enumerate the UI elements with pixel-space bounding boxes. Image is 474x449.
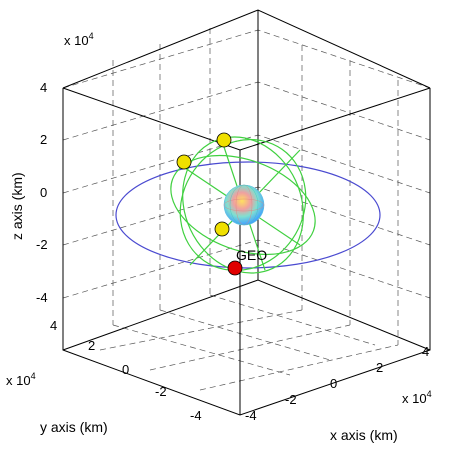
x-tick: 0 — [330, 376, 337, 391]
x-tick: -4 — [245, 408, 257, 423]
y-tick-labels: 4 2 0 -2 -4 — [50, 318, 202, 423]
earth-sphere — [223, 184, 265, 226]
z-tick: 0 — [40, 185, 47, 200]
z-axis-label: z axis (km) — [9, 172, 25, 240]
geo-orbit-ellipse — [115, 161, 381, 269]
meo-satellite-2 — [176, 154, 192, 170]
y-axis-label: y axis (km) — [40, 419, 108, 435]
z-tick-labels: 4 2 0 -2 -4 — [36, 80, 48, 305]
y-tick: -4 — [190, 408, 202, 423]
y-tick: 4 — [50, 318, 57, 333]
z-exponent: x 104 — [64, 31, 94, 48]
y-exponent: x 104 — [6, 371, 36, 388]
meo-satellite-3 — [214, 221, 230, 237]
y-tick: 0 — [122, 362, 129, 377]
x-tick: 4 — [422, 344, 429, 359]
geo-label: GEO — [236, 247, 267, 263]
meo-satellite-1 — [216, 132, 232, 148]
z-tick: -2 — [36, 237, 48, 252]
z-tick: 2 — [40, 132, 47, 147]
z-tick: -4 — [36, 290, 48, 305]
z-tick: 4 — [40, 80, 47, 95]
x-axis-label: x axis (km) — [330, 427, 398, 443]
x-tick: 2 — [376, 360, 383, 375]
x-tick-labels: -4 -2 0 2 4 — [245, 344, 429, 423]
geo-satellite — [227, 260, 243, 276]
x-exponent: x 104 — [402, 389, 432, 406]
y-tick: -2 — [155, 384, 167, 399]
y-tick: 2 — [88, 338, 95, 353]
x-tick: -2 — [285, 392, 297, 407]
